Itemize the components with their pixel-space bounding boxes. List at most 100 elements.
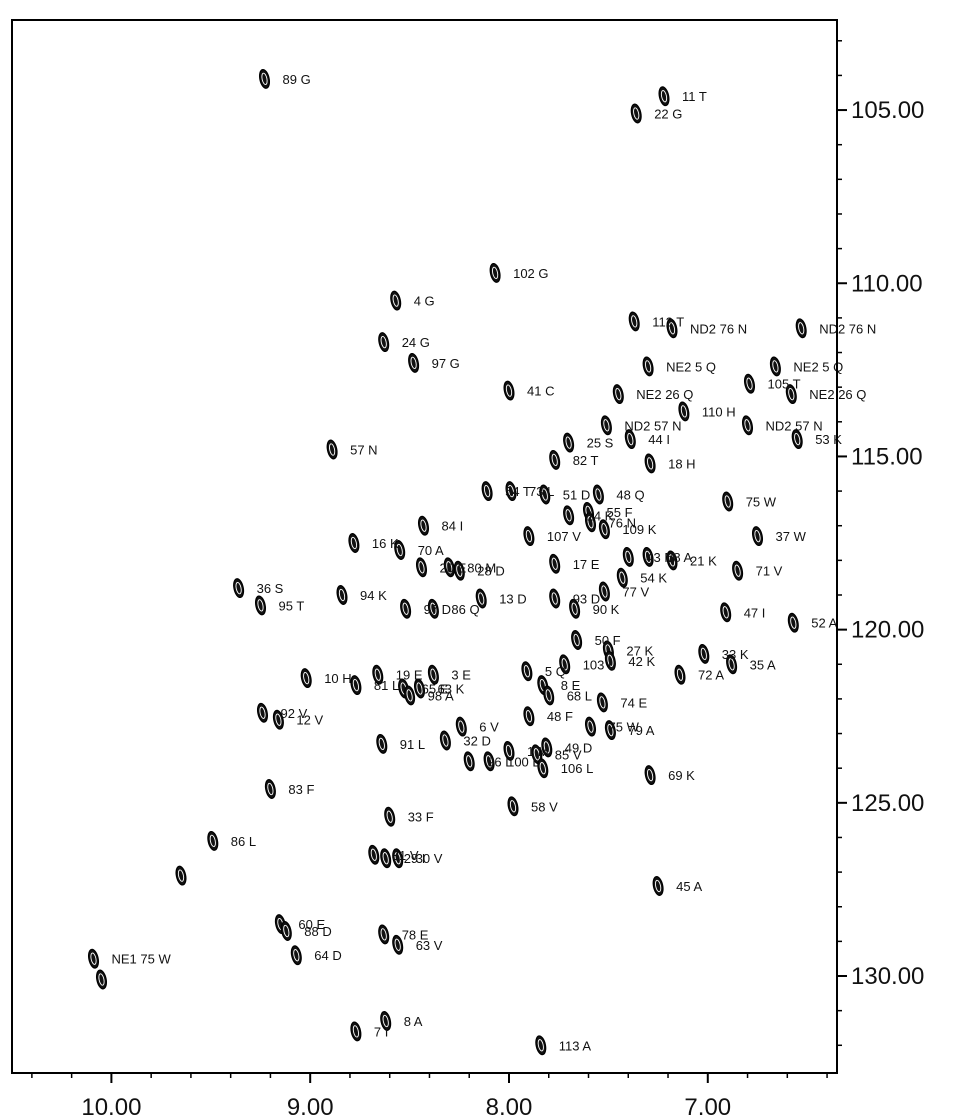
peak-marker: [290, 945, 302, 966]
peak-marker: [600, 415, 612, 436]
y-tick-label: 105.00: [851, 97, 924, 124]
peak-marker: [521, 661, 533, 682]
peak-marker: [541, 737, 553, 758]
peak-marker: [368, 844, 380, 865]
peak-marker: [404, 685, 416, 706]
peak-marker: [384, 806, 396, 827]
peak-label: 53 K: [815, 432, 842, 447]
peak-marker: [300, 668, 312, 689]
peak-label: 54 K: [640, 571, 667, 586]
peak-marker: [720, 602, 732, 623]
peak-label: 89 G: [283, 72, 311, 87]
peak-marker: [628, 311, 640, 332]
peak-label: 24 G: [402, 335, 430, 350]
peak-label: 49 D: [565, 740, 592, 755]
peak-marker: [563, 432, 575, 453]
peak-label: 91 L: [400, 737, 425, 752]
peak-label: 72 A: [698, 668, 724, 683]
peak-marker: [743, 373, 756, 394]
peak-marker: [666, 318, 678, 339]
peak-label: 7 I: [374, 1024, 388, 1039]
peak-label: 76 N: [609, 515, 636, 530]
peak-label: 85 V: [555, 747, 582, 762]
peak-marker: [549, 449, 561, 470]
peak-label: 80 M: [467, 560, 496, 575]
peak-marker: [390, 290, 402, 311]
peak-marker: [87, 948, 100, 969]
y-axis: 105.00 110.00 115.00 120.00 125.00 130.00: [837, 40, 924, 1047]
peak-label: 75 W: [746, 495, 777, 510]
peak-label: ND2 76 N: [690, 321, 747, 336]
peak-label: 81 L: [374, 678, 399, 693]
peak-marker: [616, 567, 628, 588]
peak-label: 4 G: [414, 294, 435, 309]
y-tick-label: 120.00: [851, 617, 924, 644]
peak-label: 42 K: [628, 654, 655, 669]
x-tick-label: 8.00: [486, 1094, 533, 1115]
peak-label: 6 V: [479, 720, 499, 735]
peak-marker: [563, 505, 575, 526]
x-tick-label: 7.00: [684, 1094, 731, 1115]
peak-marker: [372, 664, 384, 685]
peak-label: 47 I: [744, 605, 766, 620]
peak-marker: [584, 512, 597, 533]
peak-marker: [604, 650, 616, 671]
peak-marker: [642, 356, 654, 377]
peak-marker: [674, 664, 686, 685]
peak-marker: [537, 758, 549, 779]
peak-label: 50 F: [595, 633, 621, 648]
peak-label: 94 K: [360, 588, 387, 603]
peak-marker: [592, 484, 604, 505]
peak-marker: [443, 557, 455, 578]
peak-label: 70 A: [418, 543, 444, 558]
peak-marker: [254, 595, 267, 616]
peak-label: NE1 75 W: [112, 952, 172, 967]
peak-label: 97 G: [432, 356, 460, 371]
peak-marker: [787, 612, 799, 633]
peak-marker: [741, 415, 754, 436]
peak-marker: [400, 598, 412, 619]
peak-marker: [604, 720, 616, 741]
peak-label: 86 L: [231, 834, 256, 849]
peak-label: 48 F: [547, 709, 573, 724]
peak-marker: [598, 519, 610, 540]
peak-label: NE2 26 Q: [636, 387, 693, 402]
peak-marker: [795, 318, 807, 339]
peak-label: 100 L: [507, 754, 540, 769]
peak-marker: [483, 751, 495, 772]
peak-marker: [350, 675, 362, 696]
peak-label: ND2 57 N: [766, 418, 823, 433]
peak-label: 73 L: [529, 484, 554, 499]
x-tick-label: 9.00: [287, 1094, 334, 1115]
y-tick-label: 130.00: [851, 963, 924, 990]
peak-marker: [726, 654, 738, 675]
peak-label: 55 F: [607, 505, 633, 520]
peak-label: 51 D: [563, 488, 590, 503]
peak-marker: [256, 702, 269, 723]
peak-label: 13 D: [499, 592, 526, 607]
peak-label: 11 T: [682, 89, 707, 104]
peak-label: 97 D: [424, 602, 451, 617]
peak-marker: [455, 716, 467, 737]
peak-label: 64 D: [314, 948, 341, 963]
peak-marker: [336, 585, 348, 605]
peak-label: 68 L: [567, 688, 592, 703]
peak-marker: [207, 830, 219, 851]
peak-marker: [559, 654, 571, 675]
peak-marker: [596, 692, 608, 713]
peak-marker: [258, 68, 271, 89]
peak-marker: [453, 560, 465, 581]
peak-label: 107 V: [547, 529, 581, 544]
peak-layer: [87, 68, 807, 1056]
peak-label: 19 E: [396, 668, 423, 683]
x-tick-label: 10.00: [81, 1094, 141, 1115]
peak-label: 86 Q: [451, 602, 479, 617]
peak-label: ND2 76 N: [819, 321, 876, 336]
peak-label: 95 T: [279, 598, 305, 613]
peak-label: 75 W: [609, 720, 640, 735]
peak-marker: [584, 716, 597, 737]
y-tick-label: 115.00: [851, 443, 923, 470]
peak-label: 32 D: [463, 734, 490, 749]
